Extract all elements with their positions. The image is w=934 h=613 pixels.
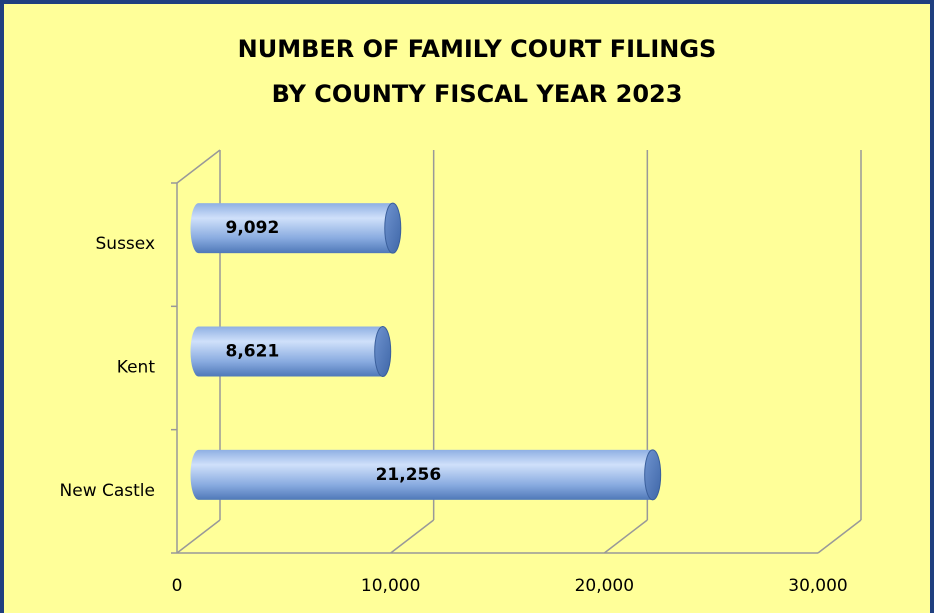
bar xyxy=(198,203,393,254)
y-tick-label: Sussex xyxy=(96,234,156,254)
grid-depth xyxy=(390,519,435,554)
bar xyxy=(198,449,653,500)
grid-depth xyxy=(176,519,221,554)
x-tick-label: 10,000 xyxy=(361,576,420,596)
bar-left-cap xyxy=(190,203,199,254)
bar-end-cap xyxy=(644,449,662,501)
bar-end-cap xyxy=(384,202,402,254)
bar xyxy=(198,326,383,377)
chart-title: NUMBER OF FAMILY COURT FILINGS xyxy=(238,35,717,63)
y-tick-label: New Castle xyxy=(60,481,155,501)
value-label: 9,092 xyxy=(226,218,280,238)
value-label: 21,256 xyxy=(376,465,442,485)
y-axis-depth xyxy=(176,149,221,184)
bar-left-cap xyxy=(190,449,199,500)
bar-left-cap xyxy=(190,326,199,377)
chart-title: BY COUNTY FISCAL YEAR 2023 xyxy=(272,80,683,108)
x-tick-label: 20,000 xyxy=(575,576,634,596)
value-label: 8,621 xyxy=(226,342,280,362)
grid-depth xyxy=(817,519,862,554)
grid-depth xyxy=(603,519,648,554)
bar-end-cap xyxy=(374,326,392,377)
x-tick-label: 30,000 xyxy=(788,576,847,596)
x-tick-label: 0 xyxy=(172,576,183,596)
y-tick-label: Kent xyxy=(117,358,156,378)
